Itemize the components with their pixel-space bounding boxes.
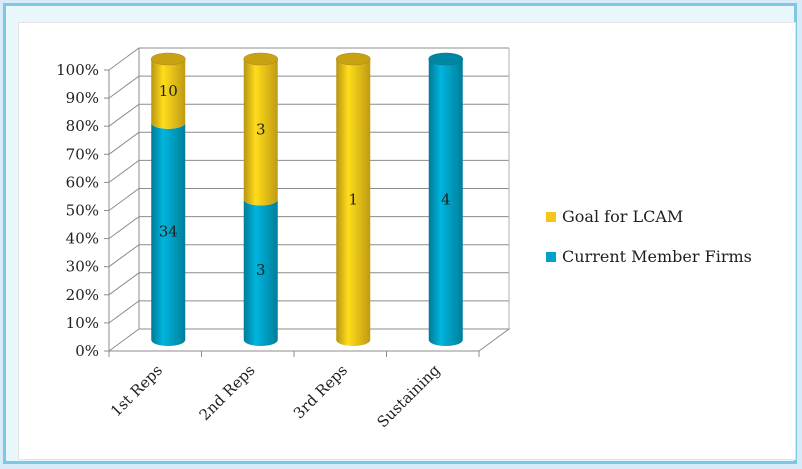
axes [104, 48, 510, 357]
bar-top [150, 52, 186, 66]
data-label: 3 [256, 261, 266, 279]
y-tick-label: 30% [66, 258, 99, 276]
bar-2nd-reps-goal-for-lcam [243, 52, 279, 206]
chart-svg: 0%10%20%30%40%50%60%70%80%90%100% 341033… [56, 47, 752, 431]
data-labels: 34 10 3 3 1 4 [159, 82, 451, 279]
data-label: 10 [159, 82, 178, 100]
bar-body [151, 122, 186, 346]
bar-1st-reps-goal-for-lcam [150, 52, 186, 129]
y-tick-label: 50% [66, 202, 99, 220]
bar-body [428, 59, 463, 346]
bar-top [243, 52, 279, 66]
bar-top [335, 52, 371, 66]
category-label: 2nd Reps [196, 361, 259, 424]
y-tick-label: 40% [66, 230, 99, 248]
y-tick-label: 70% [66, 145, 99, 163]
data-label: 1 [348, 191, 358, 209]
legend: Goal for LCAM Current Member Firms [546, 207, 752, 266]
chart-panel: 0% 10% 20% 30% 40% 50% 60% 70% 80% 90% 100% 34 10 3 3… [18, 22, 796, 460]
category-label: 1st Reps [107, 361, 166, 420]
bar-body [151, 59, 186, 129]
legend-label: Goal for LCAM [562, 207, 683, 226]
y-tick-label: 20% [66, 286, 99, 304]
data-label: 34 [159, 222, 178, 240]
bar-body [336, 59, 371, 346]
y-tick-labels: 0% 10% 20% 30% 40% 50% 60% 70% 80% 90% 100% [56, 61, 99, 360]
data-label: 3 [256, 120, 266, 138]
category-label: 3rd Reps [290, 361, 351, 422]
y-tick-label: 10% [66, 314, 99, 332]
bar-body [243, 199, 278, 346]
legend-item: Current Member Firms [546, 247, 752, 266]
bar-2nd-reps-current-member-firms [243, 199, 278, 346]
data-label: 4 [441, 191, 451, 209]
bar-top [428, 52, 464, 66]
y-tick-label: 60% [66, 173, 99, 191]
category-label: Sustaining [373, 361, 443, 431]
y-tick-label: 80% [66, 117, 99, 135]
legend-swatch [546, 252, 556, 262]
bar-sustaining-current-member-firms [428, 52, 464, 346]
legend-swatch [546, 212, 556, 222]
legend-item: Goal for LCAM [546, 207, 683, 226]
bar-3rd-reps-goal-for-lcam [335, 52, 371, 346]
bars [150, 52, 464, 346]
bar-body [243, 59, 278, 206]
legend-label: Current Member Firms [562, 247, 752, 266]
bar-1st-reps-current-member-firms [151, 122, 186, 346]
x-tick-labels: 1st Reps 2nd Reps 3rd Reps Sustaining [107, 361, 444, 431]
y-tick-label: 100% [56, 61, 99, 79]
y-tick-label: 0% [75, 342, 99, 360]
y-tick-label: 90% [66, 89, 99, 107]
chart-frame: 0% 10% 20% 30% 40% 50% 60% 70% 80% 90% 100% 34 10 3 3… [3, 3, 797, 464]
